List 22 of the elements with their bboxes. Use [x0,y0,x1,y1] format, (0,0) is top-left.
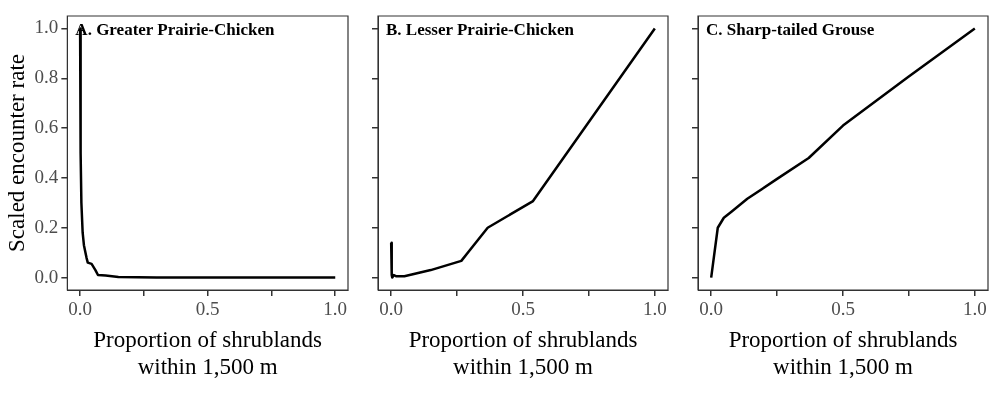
x-tick-label: 0.5 [511,298,535,320]
x-tick-label: 0.5 [831,298,855,320]
chart-title: B. Lesser Prairie-Chicken [386,19,575,39]
y-axis-title: Scaled encounter rate [3,54,29,252]
x-axis-title: Proportion of shrublands within 1,500 m [93,326,323,380]
y-tick-label: 0.6 [34,116,59,138]
y-tick-label: 0.8 [34,66,59,88]
x-tick-label: 0.0 [699,298,724,320]
y-tick-label: 1.0 [34,16,59,38]
chart-title: C. Sharp-tailed Grouse [706,19,875,39]
y-tick-label: 0.4 [34,165,59,187]
x-axis-title: Proportion of shrublands within 1,500 m [728,326,958,380]
x-tick-label: 1.0 [642,298,667,320]
x-tick-label: 1.0 [962,298,987,320]
y-tick-label: 0.2 [34,215,59,237]
y-tick-label: 0.0 [34,265,59,287]
x-tick-label: 0.0 [379,298,404,320]
x-tick-label: 0.0 [68,298,92,320]
chart-title: A. Greater Prairie-Chicken [75,19,275,39]
x-tick-label: 0.5 [195,298,220,320]
x-tick-label: 1.0 [323,298,348,320]
x-axis-title: Proportion of shrublands within 1,500 m [408,326,638,380]
